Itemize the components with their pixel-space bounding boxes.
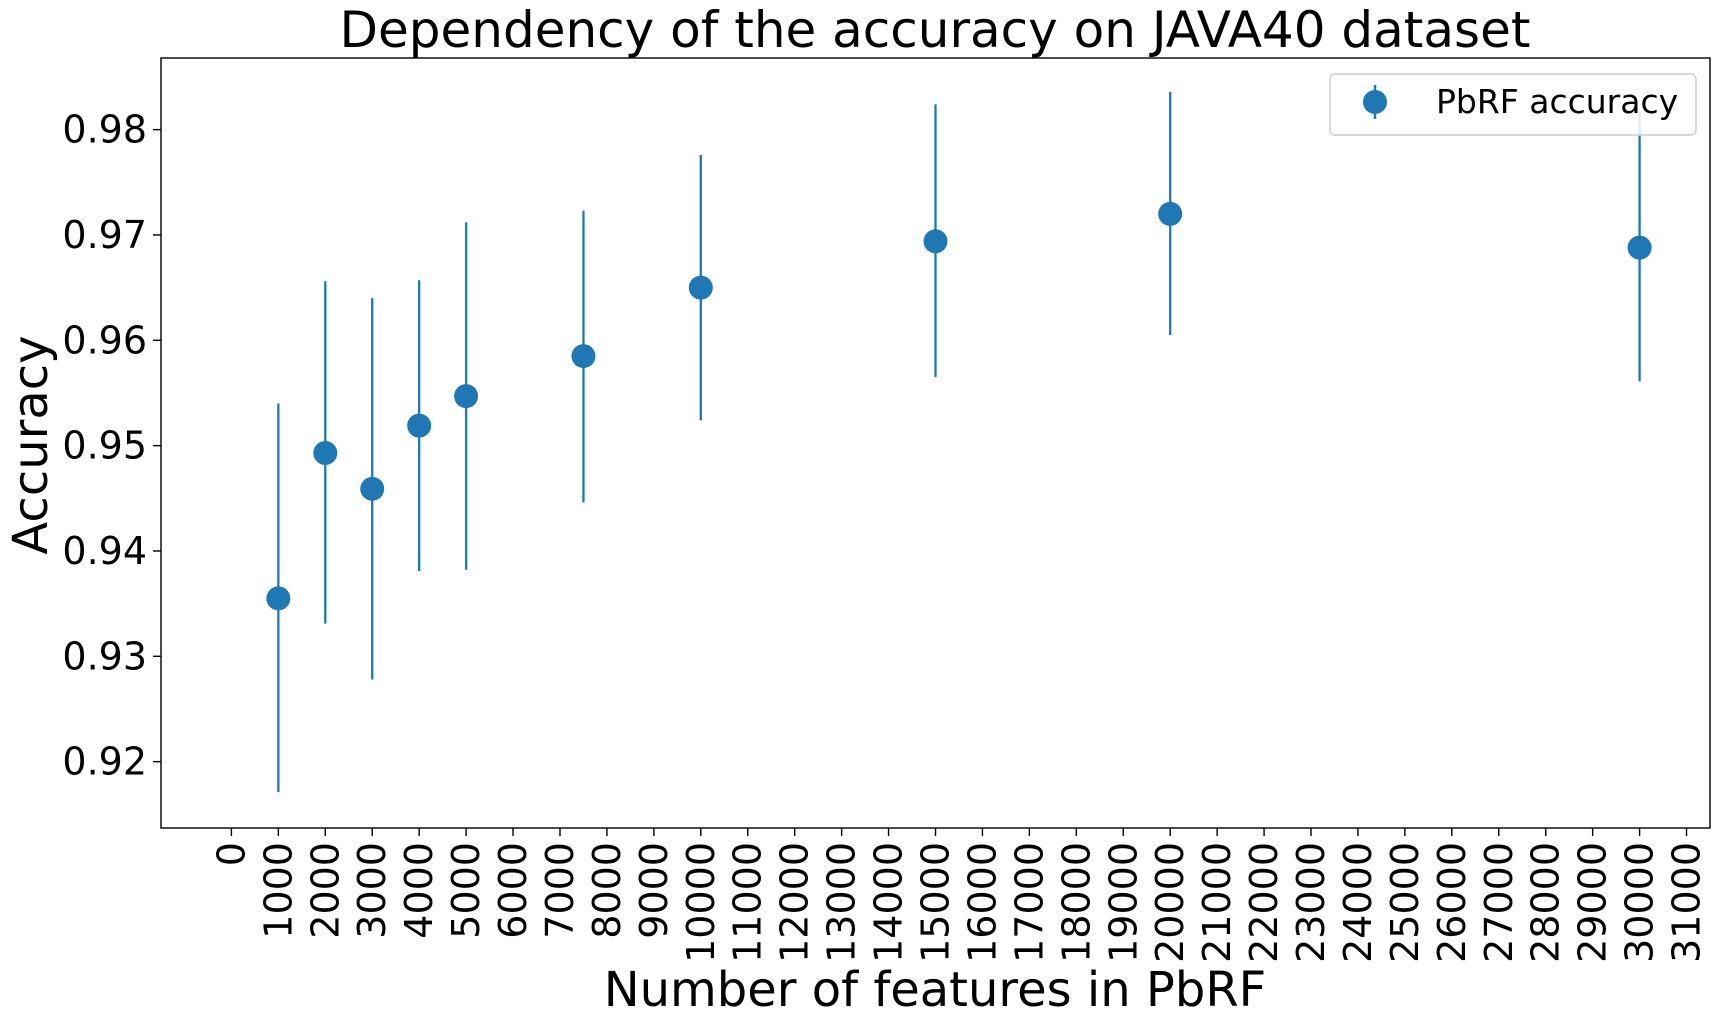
legend: PbRF accuracy — [1329, 73, 1697, 136]
y-tick-label: 0.94 — [62, 529, 147, 573]
x-tick-label: 6000 — [491, 842, 535, 939]
x-tick-label: 7000 — [538, 842, 582, 939]
x-tick-label: 13000 — [820, 842, 864, 963]
x-tick-label: 22000 — [1242, 842, 1286, 963]
x-tick-label: 11000 — [726, 842, 770, 963]
data-point — [688, 275, 713, 300]
x-tick-label: 24000 — [1336, 842, 1380, 963]
x-tick-label: 25000 — [1383, 842, 1427, 963]
x-tick-label: 15000 — [914, 842, 958, 963]
x-tick-label: 19000 — [1101, 842, 1145, 963]
legend-box — [1329, 73, 1697, 136]
x-tick-label: 5000 — [444, 842, 488, 939]
x-tick-label: 30000 — [1618, 842, 1662, 963]
x-tick-label: 31000 — [1665, 842, 1709, 963]
x-tick-label: 20000 — [1148, 842, 1192, 963]
x-tick-label: 17000 — [1007, 842, 1051, 963]
x-tick-label: 27000 — [1477, 842, 1521, 963]
x-tick-label: 9000 — [632, 842, 676, 939]
legend-marker-swatch — [1363, 90, 1387, 114]
y-axis-ticks: 0.92 0.93 0.94 0.95 0.96 0.97 0.98 — [62, 108, 161, 784]
data-marks — [266, 91, 1652, 793]
y-tick-label: 0.98 — [62, 108, 147, 152]
y-tick-label: 0.97 — [62, 213, 147, 257]
y-tick-label: 0.92 — [62, 740, 147, 784]
x-tick-label: 26000 — [1430, 842, 1474, 963]
x-tick-label: 0 — [209, 842, 253, 866]
y-tick-label: 0.95 — [62, 424, 147, 468]
x-tick-label: 10000 — [679, 842, 723, 963]
x-tick-label: 18000 — [1054, 842, 1098, 963]
x-tick-label: 2000 — [303, 842, 347, 939]
data-point — [571, 344, 596, 369]
x-tick-label: 16000 — [960, 842, 1004, 963]
data-point — [454, 384, 479, 409]
data-point — [923, 229, 948, 254]
x-axis-label: Number of features in PbRF — [604, 962, 1267, 1018]
y-axis-label: Accuracy — [3, 335, 59, 554]
x-tick-label: 29000 — [1571, 842, 1615, 963]
x-tick-label: 23000 — [1289, 842, 1333, 963]
x-tick-label: 1000 — [256, 842, 300, 939]
plot-area-frame — [160, 57, 1711, 829]
data-point — [407, 413, 432, 438]
data-point — [360, 476, 385, 501]
x-tick-label: 28000 — [1524, 842, 1568, 963]
data-point — [266, 586, 291, 611]
chart-title: Dependency of the accuracy on JAVA40 dat… — [340, 1, 1531, 59]
x-tick-label: 12000 — [773, 842, 817, 963]
x-tick-label: 21000 — [1195, 842, 1239, 963]
x-axis-ticks: 0 1000 2000 3000 4000 5000 6000 7000 8000 9000 100… — [209, 828, 1709, 963]
x-tick-label: 14000 — [867, 842, 911, 963]
data-point — [313, 441, 338, 466]
x-tick-label: 4000 — [397, 842, 441, 939]
data-point — [1158, 201, 1183, 226]
data-point — [1627, 235, 1652, 260]
y-tick-label: 0.93 — [62, 634, 147, 678]
x-tick-label: 8000 — [585, 842, 629, 939]
x-tick-label: 3000 — [350, 842, 394, 939]
legend-entry-pbrf-accuracy: PbRF accuracy — [1436, 82, 1678, 121]
y-tick-label: 0.96 — [62, 318, 147, 362]
